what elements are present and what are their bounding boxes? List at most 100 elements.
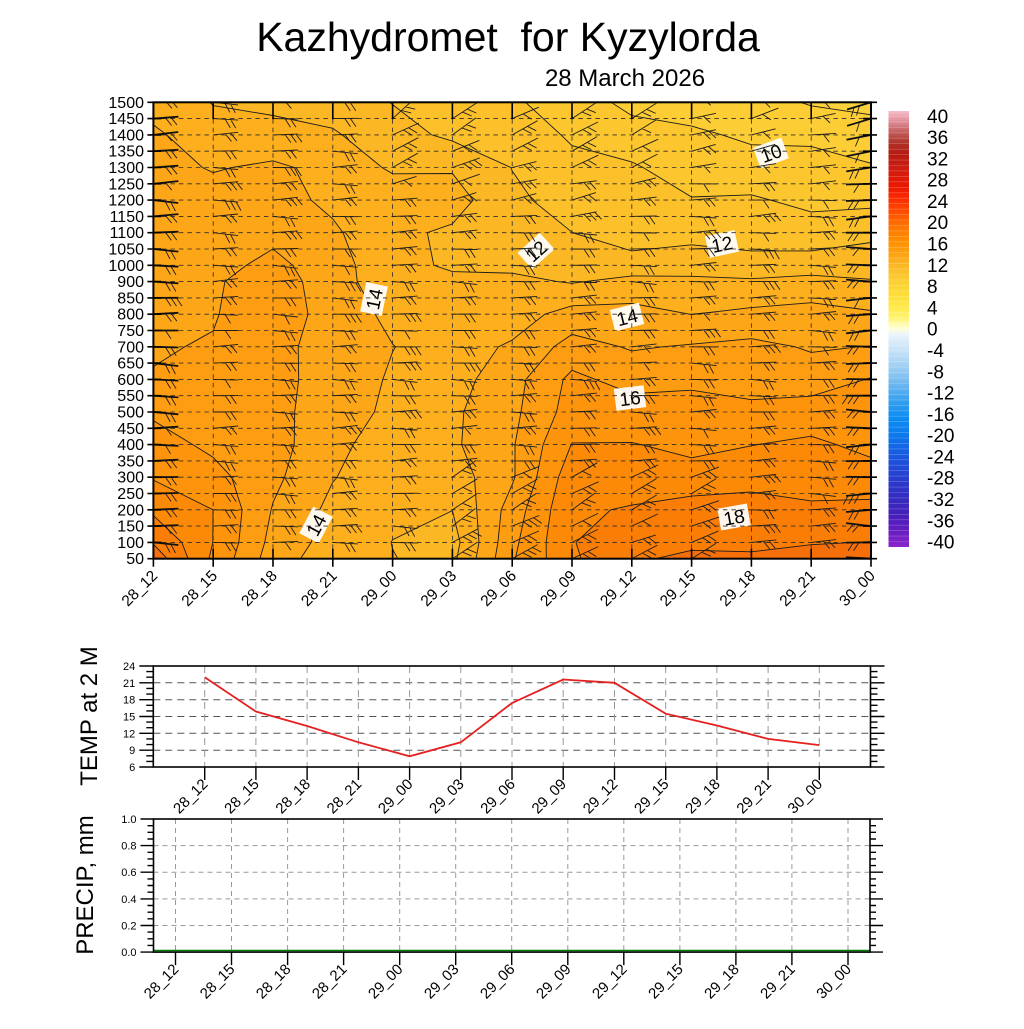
svg-text:29_18: 29_18 <box>701 961 743 1003</box>
svg-text:1150: 1150 <box>110 209 145 226</box>
svg-text:16: 16 <box>927 235 948 256</box>
svg-text:1500: 1500 <box>108 95 144 112</box>
svg-text:PRECIP, mm: PRECIP, mm <box>72 815 99 955</box>
svg-text:1200: 1200 <box>108 193 144 210</box>
svg-text:29_15: 29_15 <box>631 776 673 818</box>
svg-text:800: 800 <box>117 307 144 324</box>
svg-text:50: 50 <box>126 551 144 568</box>
svg-text:-16: -16 <box>927 405 954 426</box>
svg-text:21: 21 <box>123 678 135 690</box>
svg-text:500: 500 <box>117 405 144 422</box>
svg-text:1050: 1050 <box>108 242 144 259</box>
svg-text:29_21: 29_21 <box>777 568 820 611</box>
svg-text:-32: -32 <box>927 490 954 511</box>
svg-text:0: 0 <box>927 320 938 341</box>
svg-text:0.0: 0.0 <box>121 947 136 959</box>
svg-text:29_00: 29_00 <box>358 567 401 610</box>
svg-text:400: 400 <box>117 437 144 454</box>
svg-text:650: 650 <box>117 356 144 373</box>
svg-text:0.4: 0.4 <box>121 894 136 906</box>
svg-text:-40: -40 <box>927 533 954 554</box>
svg-text:-24: -24 <box>927 447 955 468</box>
svg-text:6: 6 <box>129 762 135 774</box>
svg-text:29_00: 29_00 <box>365 961 407 1003</box>
svg-text:-8: -8 <box>927 362 944 383</box>
svg-text:28_18: 28_18 <box>238 568 281 611</box>
svg-text:1250: 1250 <box>108 176 144 193</box>
svg-text:28_12: 28_12 <box>170 776 212 818</box>
svg-text:850: 850 <box>117 290 144 307</box>
svg-text:24: 24 <box>927 192 949 213</box>
svg-text:550: 550 <box>117 388 144 405</box>
svg-text:29_09: 29_09 <box>537 568 580 611</box>
svg-text:-28: -28 <box>927 469 954 490</box>
svg-text:700: 700 <box>117 339 144 356</box>
svg-text:29_09: 29_09 <box>529 776 571 818</box>
svg-text:15: 15 <box>123 712 135 724</box>
svg-text:29_18: 29_18 <box>682 776 724 818</box>
svg-text:1350: 1350 <box>108 144 144 161</box>
svg-text:0.2: 0.2 <box>121 921 136 933</box>
svg-text:0.6: 0.6 <box>121 867 136 879</box>
svg-text:29_03: 29_03 <box>421 961 463 1003</box>
svg-text:14: 14 <box>363 286 388 311</box>
svg-text:28_15: 28_15 <box>221 776 263 818</box>
svg-text:30_00: 30_00 <box>836 567 879 610</box>
svg-text:900: 900 <box>117 274 144 291</box>
svg-text:30_00: 30_00 <box>813 961 855 1003</box>
svg-text:600: 600 <box>117 372 144 389</box>
svg-text:29_21: 29_21 <box>757 961 799 1003</box>
svg-text:-4: -4 <box>927 341 944 362</box>
svg-text:18: 18 <box>123 695 135 707</box>
svg-text:36: 36 <box>927 128 948 149</box>
svg-text:-12: -12 <box>927 384 954 405</box>
svg-text:29_06: 29_06 <box>477 961 519 1003</box>
svg-text:29_18: 29_18 <box>717 568 760 611</box>
svg-text:29_06: 29_06 <box>478 568 521 611</box>
svg-text:1000: 1000 <box>108 258 144 275</box>
svg-text:1450: 1450 <box>108 111 144 128</box>
svg-text:-36: -36 <box>927 511 954 532</box>
svg-text:29_09: 29_09 <box>533 961 575 1003</box>
svg-text:16: 16 <box>618 388 642 411</box>
svg-text:200: 200 <box>117 502 144 519</box>
svg-text:100: 100 <box>117 535 144 552</box>
svg-text:29_12: 29_12 <box>589 961 631 1003</box>
svg-text:18: 18 <box>722 506 746 530</box>
svg-text:9: 9 <box>129 745 135 757</box>
svg-text:29_03: 29_03 <box>418 568 461 611</box>
svg-text:150: 150 <box>117 519 144 536</box>
svg-text:28_12: 28_12 <box>119 568 162 611</box>
svg-text:350: 350 <box>117 453 144 470</box>
svg-text:24: 24 <box>123 661 135 673</box>
svg-text:1400: 1400 <box>108 127 144 144</box>
svg-text:29_12: 29_12 <box>580 776 622 818</box>
svg-text:28 March 2026: 28 March 2026 <box>545 65 705 92</box>
svg-text:40: 40 <box>927 107 948 128</box>
svg-text:28_12: 28_12 <box>141 961 183 1003</box>
svg-text:29_06: 29_06 <box>477 776 519 818</box>
svg-text:4: 4 <box>927 298 938 319</box>
svg-text:28: 28 <box>927 171 948 192</box>
svg-text:29_15: 29_15 <box>657 568 700 611</box>
svg-text:-20: -20 <box>927 426 954 447</box>
svg-text:32: 32 <box>927 149 948 170</box>
svg-text:12: 12 <box>123 728 135 740</box>
svg-text:29_03: 29_03 <box>426 776 468 818</box>
svg-text:12: 12 <box>927 256 948 277</box>
svg-text:28_18: 28_18 <box>253 961 295 1003</box>
svg-text:20: 20 <box>927 213 948 234</box>
svg-text:29_00: 29_00 <box>375 776 417 818</box>
svg-text:300: 300 <box>117 470 144 487</box>
svg-text:1.0: 1.0 <box>121 814 136 826</box>
svg-text:1300: 1300 <box>108 160 144 177</box>
svg-text:250: 250 <box>117 486 144 503</box>
svg-text:0.8: 0.8 <box>121 841 136 853</box>
svg-text:29_21: 29_21 <box>733 776 775 818</box>
svg-text:8: 8 <box>927 277 938 298</box>
svg-text:28_21: 28_21 <box>309 961 351 1003</box>
svg-text:750: 750 <box>117 323 144 340</box>
svg-text:28_21: 28_21 <box>324 776 366 818</box>
svg-text:29_12: 29_12 <box>597 568 640 611</box>
svg-text:Kazhydromet for Kyzylorda: Kazhydromet for Kyzylorda <box>256 14 760 60</box>
